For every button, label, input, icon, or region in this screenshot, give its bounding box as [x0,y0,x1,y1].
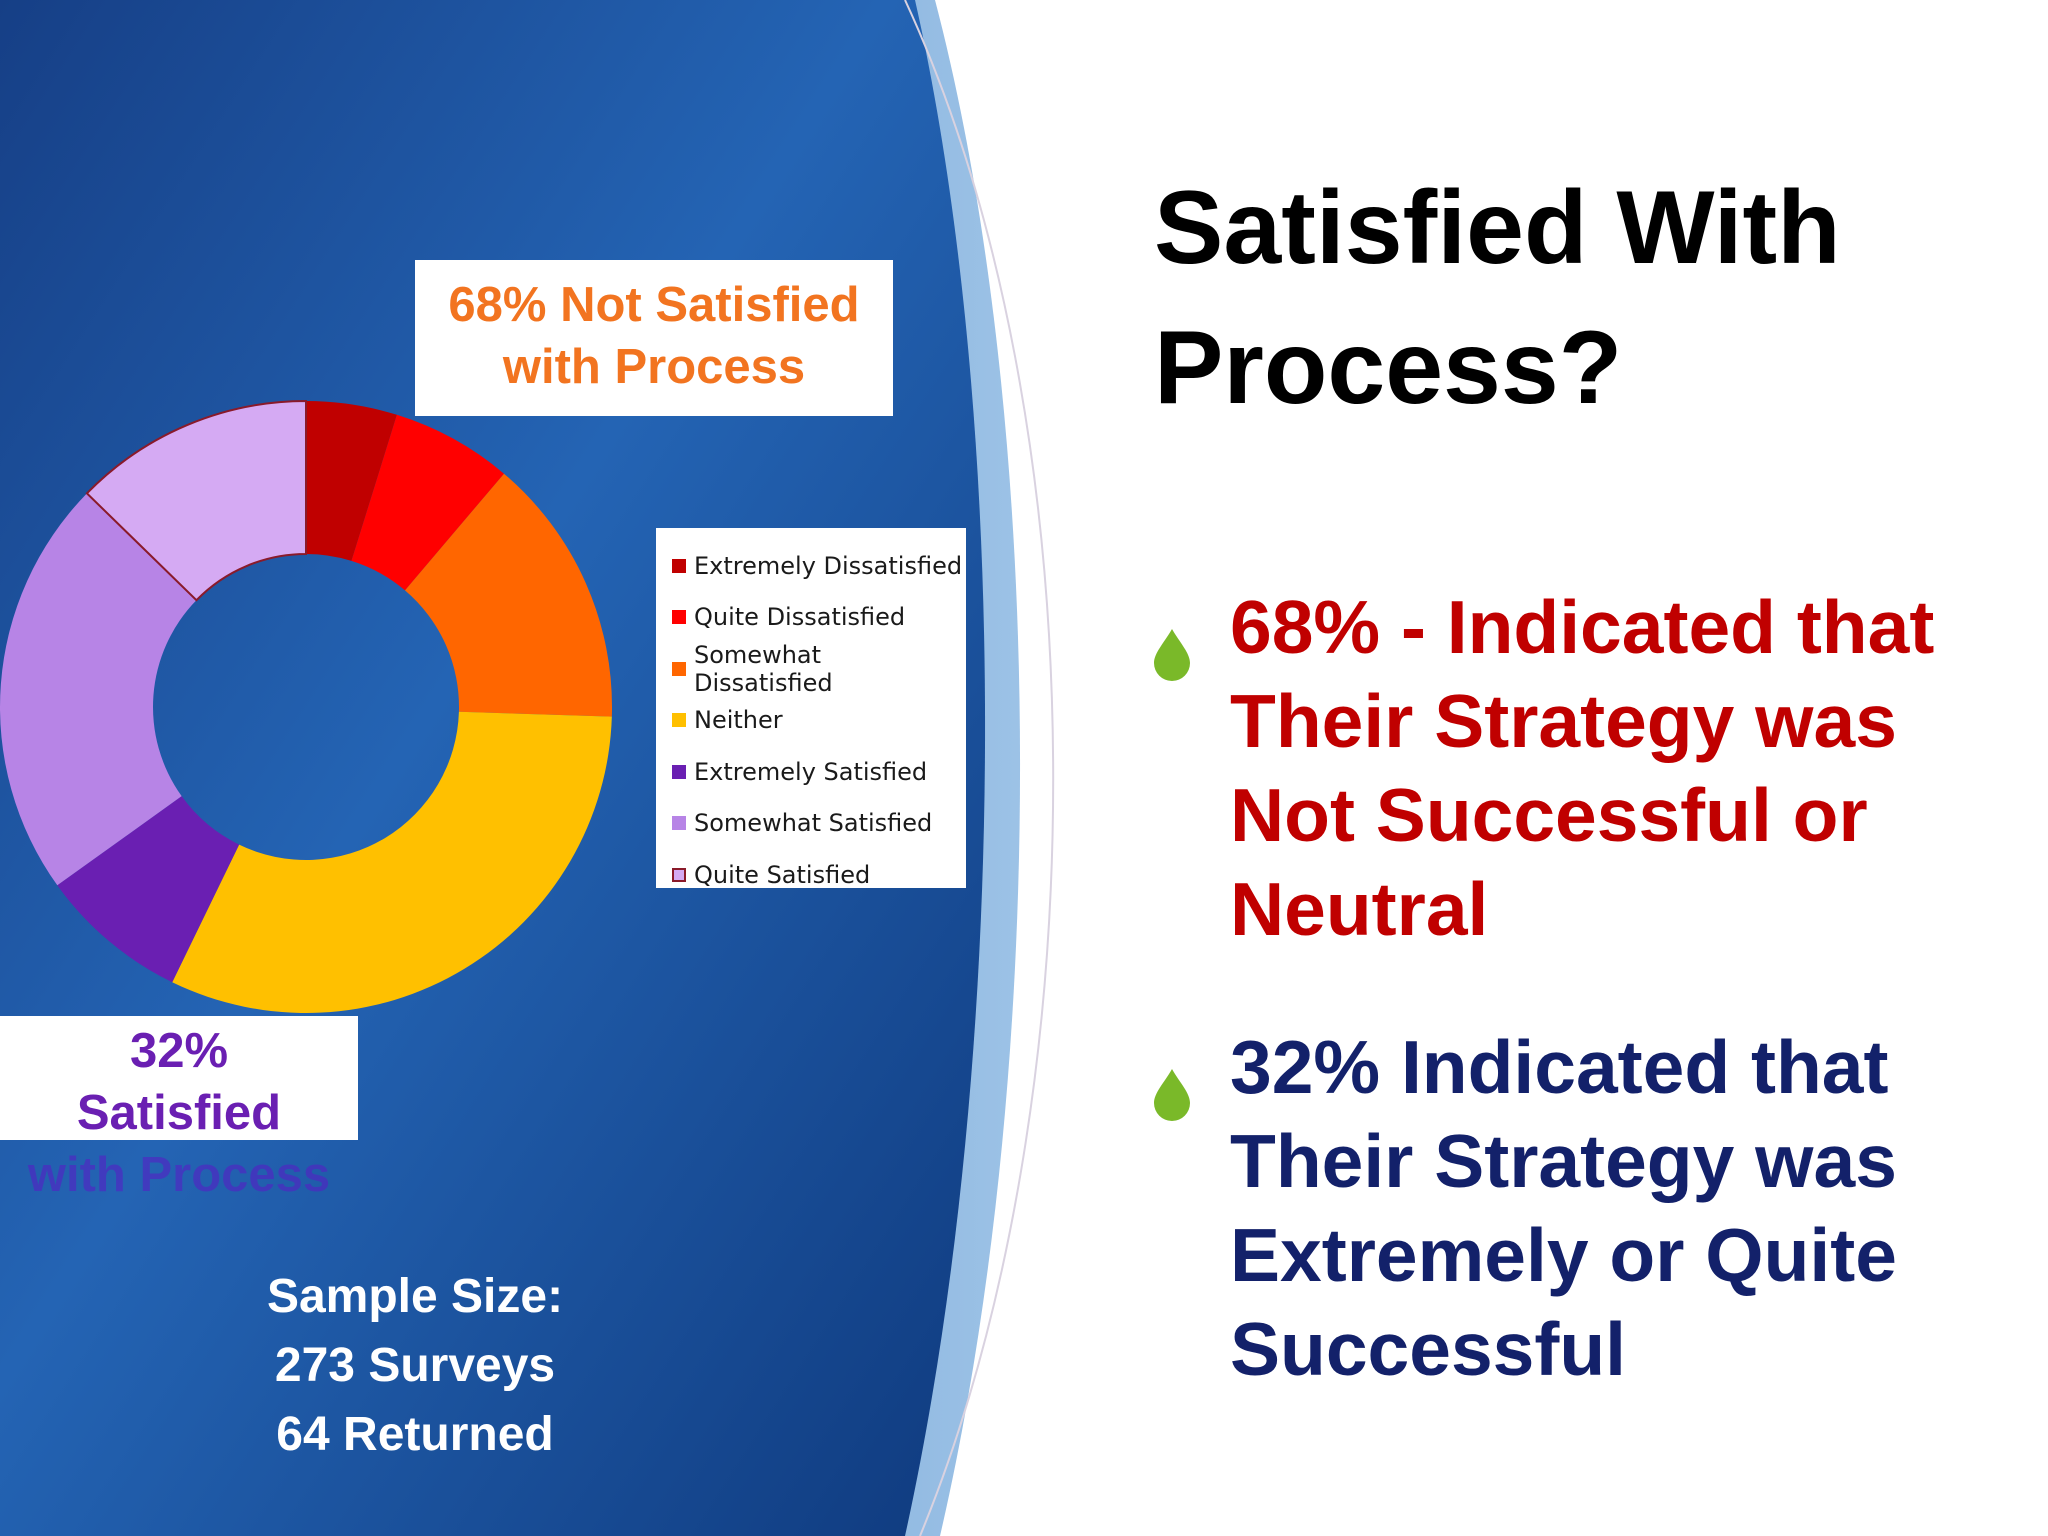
sample-returned: 64 Returned [276,1408,554,1461]
legend-swatch [672,867,686,882]
bullet-1-line: 68% - Indicated that [1230,585,1935,669]
legend-swatch [672,764,686,779]
legend-item: Quite Satisfied [672,849,966,901]
legend-label: Extremely Satisfied [694,757,928,786]
donut-slice-quite-dissatisfied [351,414,504,591]
chart-legend: Extremely Dissatisfied Quite Dissatisfied… [656,528,966,889]
legend-label: Somewhat Satisfied [694,809,933,838]
curve-line [904,0,1055,1536]
bullet-2-line: Extremely or Quite [1230,1213,1897,1297]
bullet-1-line: Neutral [1230,867,1489,951]
legend-item: Neither [672,695,966,747]
donut-slice-extremely-satisfied [57,796,240,983]
sample-size-block: Sample Size: 273 Surveys 64 Returned [205,1262,625,1469]
satisfied-callout-line3: with Process [27,1148,331,1202]
satisfied-callout-line1: 32% [129,1024,229,1078]
slide-title-line1: Satisfied With [1154,170,1841,286]
legend-item: Quite Dissatisfied [672,592,966,644]
legend-item: Somewhat Satisfied [672,798,966,850]
donut-slice-somewhat-satisfied [0,493,197,886]
bullet-successful: 32% Indicated that Their Strategy was Ex… [1150,1020,2030,1396]
sample-surveys: 273 Surveys [274,1339,556,1392]
legend-label: Quite Dissatisfied [694,603,906,632]
slide-title: Satisfied With Process? [1154,158,2014,438]
droplet-icon [1150,580,1230,956]
not-satisfied-callout-line2: with Process [502,340,806,394]
satisfied-callout: 32% Satisfied with Process [0,1016,358,1202]
bullet-1-line: Their Strategy was [1230,679,1897,763]
bullet-1-line: Not Successful or [1230,773,1868,857]
legend-label: Extremely Dissatisfied [694,551,963,580]
satisfied-callout-line2: Satisfied [76,1086,282,1140]
donut-slice-extremely-dissatisfied [306,401,397,561]
legend-item: Extremely Dissatisfied [672,540,966,592]
legend-item: Extremely Satisfied [672,746,966,798]
bullet-2-line: Successful [1230,1307,1627,1391]
legend-label: Quite Satisfied [694,860,871,889]
donut-slice-quite-satisfied [85,399,307,602]
legend-label: Somewhat Dissatisfied [694,640,833,697]
slide-title-line2: Process? [1154,310,1623,426]
sample-size-label: Sample Size: [266,1270,564,1323]
not-satisfied-callout: 68% Not Satisfied with Process [415,260,893,416]
bullet-2-line: Their Strategy was [1230,1119,1897,1203]
legend-swatch [672,816,686,831]
legend-swatch [672,713,686,728]
legend-swatch [672,661,686,676]
legend-item: Somewhat Dissatisfied [672,640,966,697]
legend-swatch [672,558,686,573]
donut-slice-neither [172,711,612,1014]
donut-slice-somewhat-dissatisfied [404,473,612,717]
droplet-icon [1150,1020,1230,1396]
bullet-2-line: 32% Indicated that [1230,1025,1889,1109]
not-satisfied-callout-line1: 68% Not Satisfied [448,278,860,332]
bullet-not-successful: 68% - Indicated that Their Strategy was … [1150,580,2030,956]
legend-label: Neither [694,706,783,735]
legend-swatch [672,610,686,625]
